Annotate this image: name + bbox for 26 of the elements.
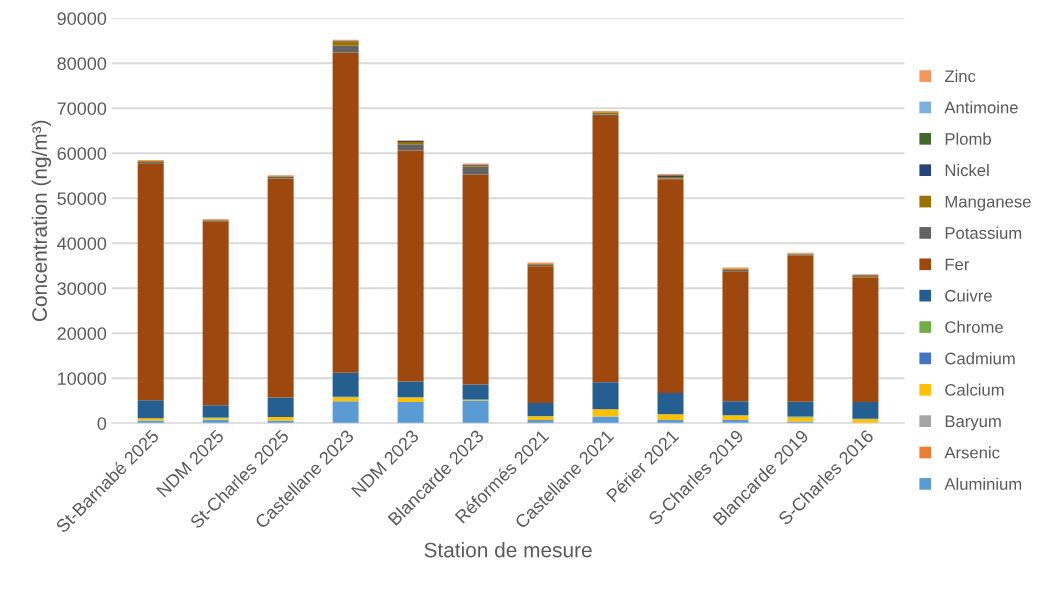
- legend-label: Chrome: [945, 320, 1003, 334]
- y-tick-label: 80000: [57, 57, 107, 70]
- x-axis-title: Station de mesure: [424, 542, 592, 558]
- legend-label: Baryum: [945, 415, 1001, 431]
- y-axis-title: Concentration (ng/m³): [31, 120, 52, 322]
- y-tick-label: 90000: [57, 12, 107, 25]
- legend-label: Nickel: [945, 163, 989, 177]
- y-tick-label: 60000: [57, 147, 107, 160]
- y-tick-label: 70000: [57, 102, 107, 115]
- legend-label: Manganese: [945, 195, 1031, 211]
- legend-label: Plomb: [945, 132, 991, 145]
- y-tick-label: 10000: [58, 372, 107, 385]
- y-tick-label: 20000: [57, 327, 107, 340]
- y-tick-label: 50000: [57, 192, 107, 205]
- legend-label: Calcium: [945, 383, 1004, 396]
- y-tick-label: 30000: [57, 282, 107, 295]
- y-tick-label: 40000: [57, 237, 107, 250]
- legend-label: Arsenic: [944, 446, 1000, 459]
- y-tick-label: 0: [97, 417, 107, 430]
- legend-label: Aluminium: [944, 477, 1022, 490]
- legend-label: Zinc: [944, 69, 976, 83]
- legend-label: Antimoine: [944, 101, 1018, 114]
- legend-label: Cuivre: [945, 289, 992, 302]
- legend-label: Potassium: [945, 226, 1022, 239]
- legend-label: Fer: [945, 258, 970, 271]
- legend-label: Cadmium: [945, 352, 1015, 365]
